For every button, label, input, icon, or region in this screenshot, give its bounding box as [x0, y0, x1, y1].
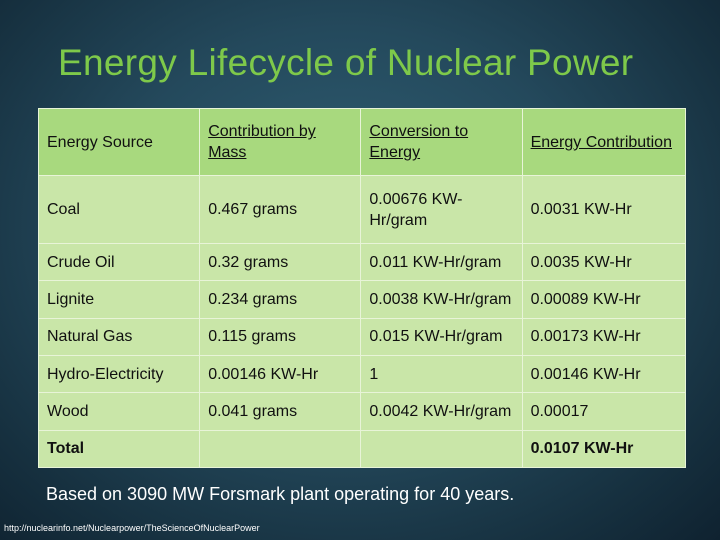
header-contribution-by-mass: Contribution by Mass — [199, 107, 362, 177]
cell-contribution: 0.0031 KW-Hr — [521, 175, 687, 244]
table-row: Natural Gas 0.115 grams 0.015 KW-Hr/gram… — [37, 317, 687, 356]
cell-mass: 0.234 grams — [199, 280, 362, 319]
cell-mass: 0.00146 KW-Hr — [199, 354, 362, 394]
table-row: Wood 0.041 grams 0.0042 KW-Hr/gram 0.000… — [37, 392, 687, 431]
cell-conversion: 0.015 KW-Hr/gram — [360, 317, 523, 356]
table-row: Lignite 0.234 grams 0.0038 KW-Hr/gram 0.… — [37, 280, 687, 319]
cell-contribution: 0.00017 — [521, 392, 687, 431]
cell-conversion: 0.011 KW-Hr/gram — [360, 242, 523, 282]
table-row: Coal 0.467 grams 0.00676 KW-Hr/gram 0.00… — [37, 175, 687, 244]
header-energy-source: Energy Source — [37, 107, 201, 177]
header-energy-contribution: Energy Contribution — [521, 107, 687, 177]
cell-source: Crude Oil — [37, 242, 201, 282]
total-empty-cell — [199, 429, 362, 469]
slide-title: Energy Lifecycle of Nuclear Power — [58, 42, 634, 83]
cell-source: Lignite — [37, 280, 201, 319]
table-row: Crude Oil 0.32 grams 0.011 KW-Hr/gram 0.… — [37, 242, 687, 282]
table-total-row: Total 0.0107 KW-Hr — [37, 429, 687, 469]
cell-conversion: 0.0042 KW-Hr/gram — [360, 392, 523, 431]
cell-source: Coal — [37, 175, 201, 244]
cell-mass: 0.32 grams — [199, 242, 362, 282]
source-url: http://nuclearinfo.net/Nuclearpower/TheS… — [4, 523, 260, 533]
cell-source: Natural Gas — [37, 317, 201, 356]
cell-mass: 0.041 grams — [199, 392, 362, 431]
cell-source: Wood — [37, 392, 201, 431]
cell-mass: 0.467 grams — [199, 175, 362, 244]
header-conversion-to-energy: Conversion to Energy — [360, 107, 523, 177]
cell-source: Hydro-Electricity — [37, 354, 201, 394]
energy-table: Energy Source Contribution by Mass Conve… — [37, 107, 687, 469]
total-label: Total — [37, 429, 201, 469]
table-row: Hydro-Electricity 0.00146 KW-Hr 1 0.0014… — [37, 354, 687, 394]
total-empty-cell — [360, 429, 523, 469]
cell-conversion: 1 — [360, 354, 523, 394]
cell-conversion: 0.0038 KW-Hr/gram — [360, 280, 523, 319]
footnote: Based on 3090 MW Forsmark plant operatin… — [46, 484, 515, 504]
cell-conversion: 0.00676 KW-Hr/gram — [360, 175, 523, 244]
total-value: 0.0107 KW-Hr — [521, 429, 687, 469]
cell-contribution: 0.00146 KW-Hr — [521, 354, 687, 394]
cell-contribution: 0.0035 KW-Hr — [521, 242, 687, 282]
table-header-row: Energy Source Contribution by Mass Conve… — [37, 107, 687, 177]
cell-contribution: 0.00089 KW-Hr — [521, 280, 687, 319]
cell-contribution: 0.00173 KW-Hr — [521, 317, 687, 356]
cell-mass: 0.115 grams — [199, 317, 362, 356]
